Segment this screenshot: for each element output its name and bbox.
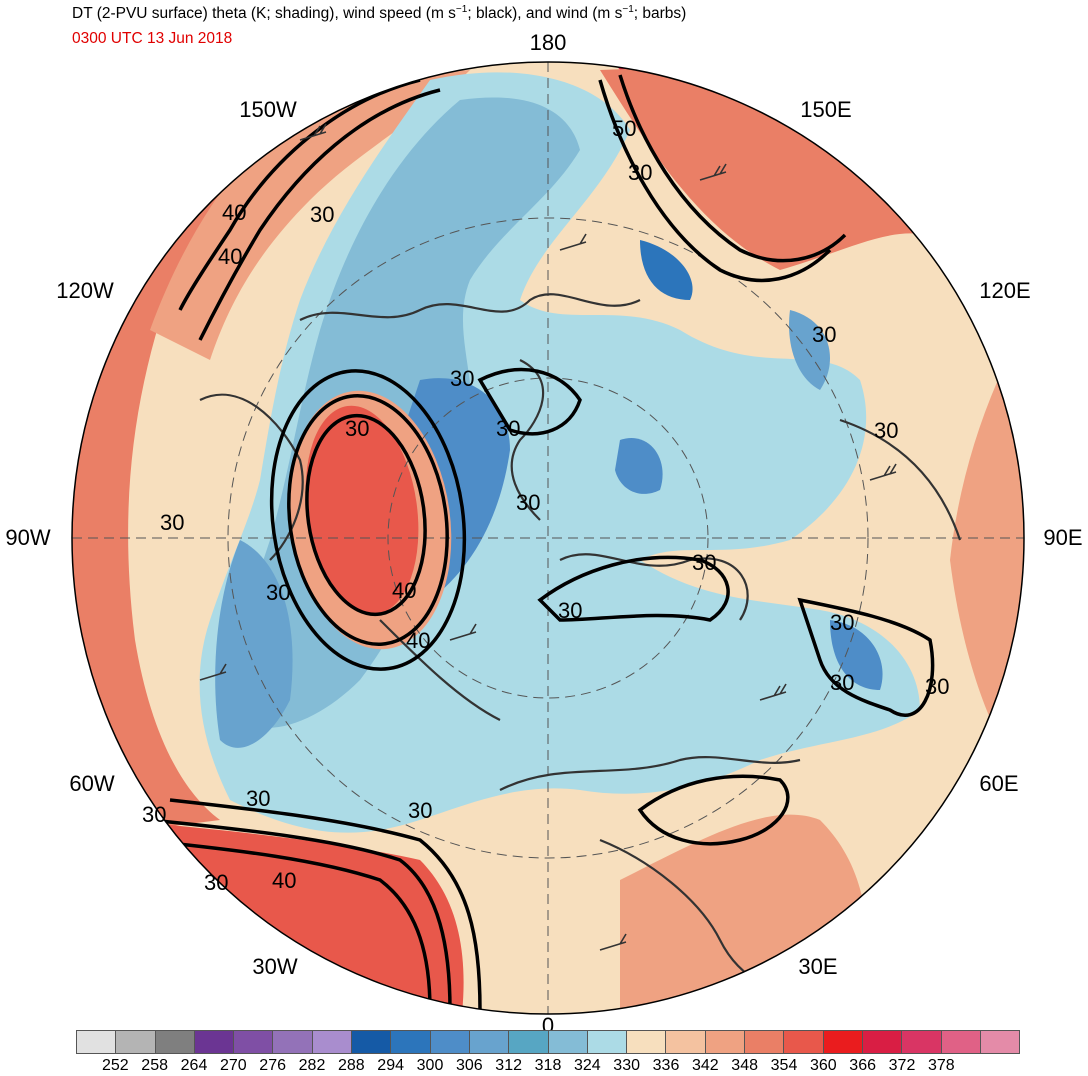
- contour-label: 30: [345, 416, 369, 441]
- contour-label: 30: [310, 202, 334, 227]
- contour-label: 50: [612, 116, 636, 141]
- contour-label: 30: [450, 366, 474, 391]
- colorbar-label: 252: [101, 1057, 129, 1074]
- coastlines: [199, 293, 962, 994]
- colorbar-swatch: [391, 1031, 431, 1053]
- colorbar-swatch: [469, 1031, 510, 1053]
- colorbar-label: 282: [298, 1057, 326, 1074]
- colorbar-swatch: [705, 1031, 746, 1053]
- contour-label: 30: [496, 416, 520, 441]
- colorbar-label: 264: [180, 1057, 208, 1074]
- graticule: [72, 62, 1024, 1014]
- longitude-label-30w: 30W: [252, 954, 298, 979]
- colorbar-label: 312: [495, 1057, 523, 1074]
- colorbar-label: 258: [141, 1057, 169, 1074]
- contour-label: 40: [272, 868, 296, 893]
- contour-label: 30: [266, 580, 290, 605]
- colorbar-label: 288: [337, 1057, 365, 1074]
- colorbar-swatch: [902, 1031, 942, 1053]
- colorbar-swatch: [352, 1031, 392, 1053]
- longitude-label-60w: 60W: [69, 771, 115, 796]
- colorbar-label: 276: [259, 1057, 287, 1074]
- contour-label: 30: [142, 802, 166, 827]
- theta-warm-dome-inner: [305, 405, 419, 615]
- valid-time-label: 0300 UTC 13 Jun 2018: [72, 30, 233, 47]
- longitude-label-90w: 90W: [5, 525, 51, 550]
- colorbar-swatch: [77, 1031, 117, 1053]
- colorbar-label: 336: [652, 1057, 680, 1074]
- colorbar-label: 372: [888, 1057, 916, 1074]
- colorbar-swatch: [194, 1031, 235, 1053]
- theta-cold-siberia: [789, 310, 830, 390]
- contour-label: 40: [392, 578, 416, 603]
- contour-label: 30: [925, 674, 949, 699]
- colorbar-label: 318: [534, 1057, 562, 1074]
- colorbar-swatch: [548, 1031, 588, 1053]
- contour-label: 30: [246, 786, 270, 811]
- longitude-label-180: 180: [529, 30, 567, 55]
- colorbar-swatch: [155, 1031, 195, 1053]
- colorbar-label: 330: [613, 1057, 641, 1074]
- theta-cold-east: [830, 620, 883, 690]
- contour-label: 40: [406, 628, 430, 653]
- colorbar-swatch: [666, 1031, 706, 1053]
- colorbar-swatch: [509, 1031, 549, 1053]
- longitude-label-60e: 60E: [979, 771, 1019, 796]
- theta-cold-nne: [640, 240, 693, 300]
- colorbar-label: 348: [731, 1057, 759, 1074]
- longitude-label-120e: 120E: [979, 278, 1031, 303]
- colorbar: [76, 1030, 1020, 1054]
- wind-barbs: [199, 123, 897, 951]
- colorbar-swatch: [273, 1031, 313, 1053]
- colorbar-label: 270: [219, 1057, 247, 1074]
- contour-label: 30: [830, 610, 854, 635]
- longitude-label-30e: 30E: [798, 954, 838, 979]
- colorbar-swatch: [587, 1031, 628, 1053]
- colorbar-swatch: [980, 1031, 1020, 1053]
- colorbar-label: 354: [770, 1057, 798, 1074]
- colorbar-swatch: [745, 1031, 785, 1053]
- colorbar-label: 378: [927, 1057, 955, 1074]
- contour-label: 30: [558, 598, 582, 623]
- colorbar-swatch: [116, 1031, 156, 1053]
- colorbar-label: 342: [691, 1057, 719, 1074]
- contour-label: 30: [628, 160, 652, 185]
- wind-contours: [139, 74, 935, 1011]
- longitude-label-150w: 150W: [239, 97, 297, 122]
- colorbar-swatch: [312, 1031, 353, 1053]
- colorbar-swatch: [941, 1031, 981, 1053]
- theta-cold-sw: [215, 540, 293, 748]
- figure-title: DT (2-PVU surface) theta (K; shading), w…: [72, 4, 687, 23]
- contour-label-group: 50 30 30 40 40 30 30 30 30 30 30 30 40 4…: [142, 116, 949, 895]
- longitude-label-150e: 150E: [800, 97, 852, 122]
- map-border: [71, 61, 1025, 1015]
- contour-label: 40: [222, 200, 246, 225]
- colorbar-label: 294: [377, 1057, 405, 1074]
- contour-label: 30: [830, 670, 854, 695]
- colorbar-swatch: [823, 1031, 863, 1053]
- contour-label: 30: [408, 798, 432, 823]
- colorbar-swatch: [862, 1031, 903, 1053]
- contour-label: 30: [692, 550, 716, 575]
- longitude-label-90e: 90E: [1043, 525, 1083, 550]
- theta-cold-pole: [615, 438, 663, 494]
- colorbar-label: 306: [455, 1057, 483, 1074]
- contour-label: 30: [516, 490, 540, 515]
- contour-label: 30: [204, 870, 228, 895]
- colorbar-label: 300: [416, 1057, 444, 1074]
- colorbar-swatch: [430, 1031, 470, 1053]
- colorbar-label: 324: [573, 1057, 601, 1074]
- colorbar-swatch: [784, 1031, 824, 1053]
- colorbar-swatch: [234, 1031, 274, 1053]
- contour-label: 30: [160, 510, 184, 535]
- colorbar-label: 360: [809, 1057, 837, 1074]
- longitude-label-120w: 120W: [56, 278, 114, 303]
- theta-warm-nw: [150, 70, 470, 360]
- contour-label: 30: [874, 418, 898, 443]
- contour-label: 40: [218, 244, 242, 269]
- contour-label: 30: [812, 322, 836, 347]
- colorbar-label: 366: [849, 1057, 877, 1074]
- colorbar-swatch: [627, 1031, 667, 1053]
